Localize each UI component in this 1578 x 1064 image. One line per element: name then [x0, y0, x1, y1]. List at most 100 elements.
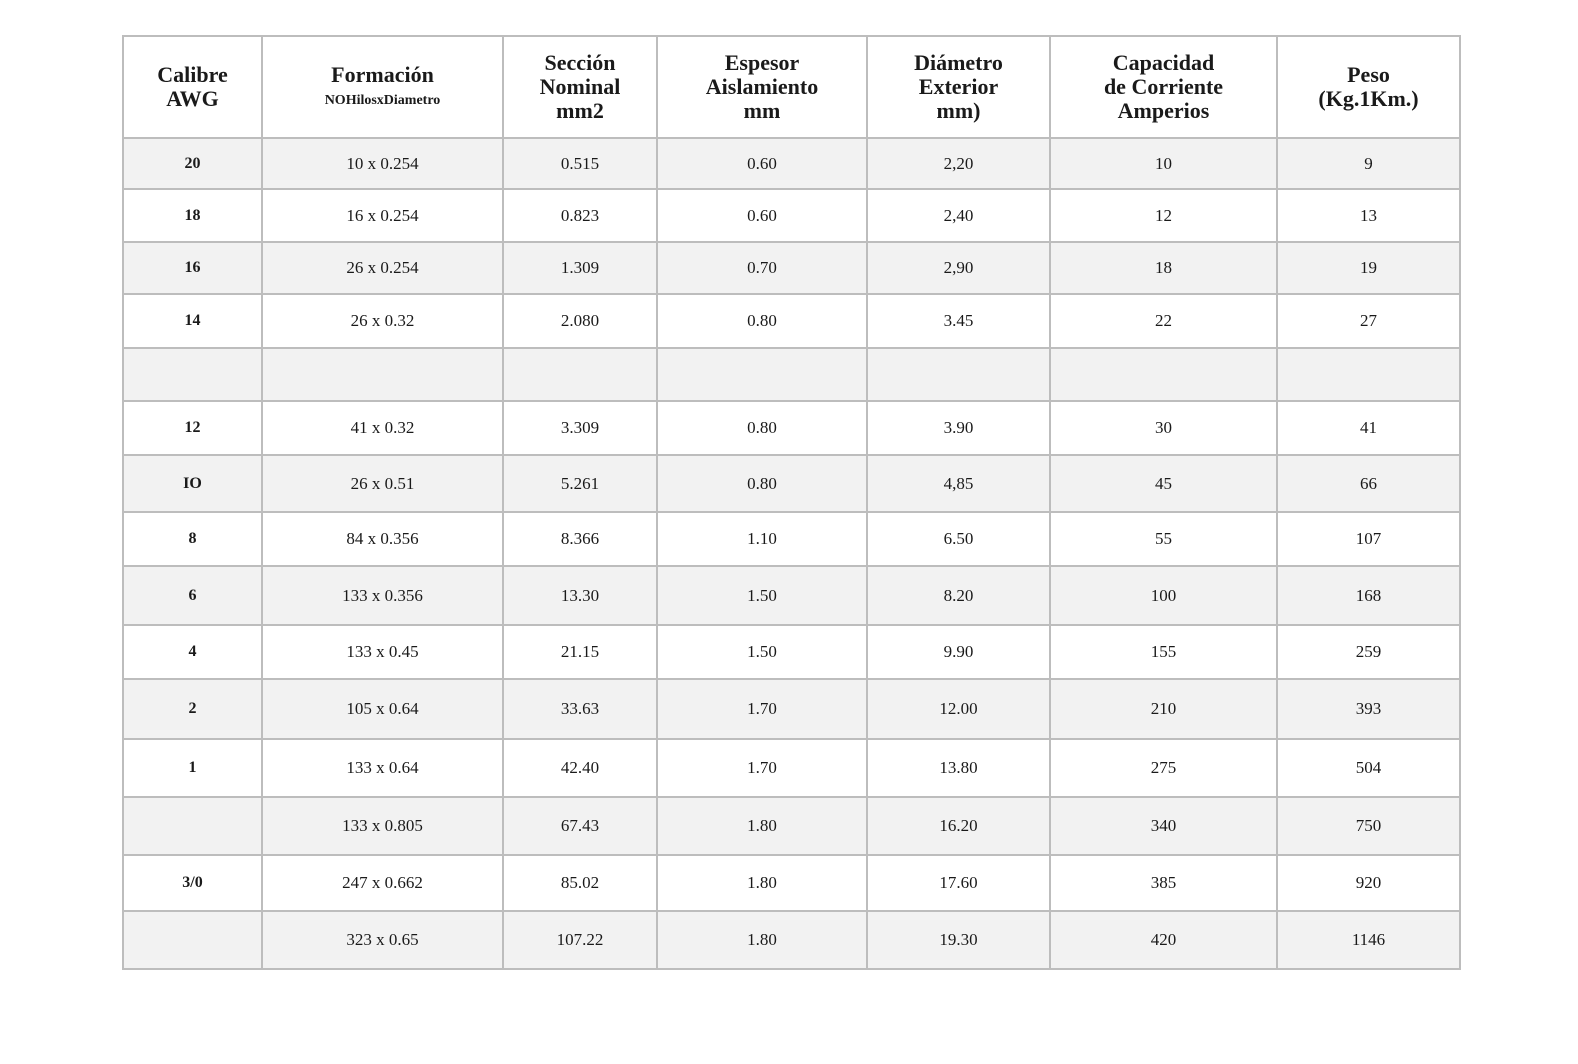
- formacion-cell: 41 x 0.32: [261, 400, 504, 456]
- capacidad-cell: 385: [1049, 854, 1278, 912]
- capacidad-cell: 155: [1049, 624, 1278, 680]
- table-row: 323 x 0.65 107.22 1.80 19.30 420 1146: [122, 910, 1461, 970]
- diametro-cell: 13.80: [866, 738, 1051, 798]
- formacion-cell: 26 x 0.254: [261, 241, 504, 295]
- espesor-cell: 1.70: [656, 678, 868, 740]
- espesor-cell: 0.60: [656, 188, 868, 243]
- espesor-cell: 1.80: [656, 796, 868, 856]
- table-row: 14 26 x 0.32 2.080 0.80 3.45 22 27: [122, 293, 1461, 349]
- diametro-cell: 19.30: [866, 910, 1051, 970]
- capacidad-cell: 18: [1049, 241, 1278, 295]
- diametro-cell: 12.00: [866, 678, 1051, 740]
- header-peso-line2: (Kg.1Km.): [1318, 86, 1419, 111]
- peso-cell: 66: [1276, 454, 1461, 513]
- table-row: 133 x 0.805 67.43 1.80 16.20 340 750: [122, 796, 1461, 856]
- header-formacion: Formación NOHilosxDiametro: [261, 35, 504, 139]
- table-body: 20 10 x 0.254 0.515 0.60 2,20 10 9 18 16 x 0.254…: [122, 137, 1461, 970]
- peso-cell: 920: [1276, 854, 1461, 912]
- calibre-cell: [122, 910, 263, 970]
- seccion-cell: 0.515: [502, 137, 658, 190]
- table-row: IO 26 x 0.51 5.261 0.80 4,85 45 66: [122, 454, 1461, 513]
- diametro-cell: 3.45: [866, 293, 1051, 349]
- seccion-cell: 3.309: [502, 400, 658, 456]
- capacidad-cell: 10: [1049, 137, 1278, 190]
- calibre-cell: 6: [122, 565, 263, 626]
- header-capacidad-line1: Capacidad: [1112, 50, 1215, 75]
- capacidad-cell: 45: [1049, 454, 1278, 513]
- header-diametro-line2: Exterior: [918, 74, 999, 99]
- calibre-cell: 1: [122, 738, 263, 798]
- seccion-cell: [502, 347, 658, 402]
- peso-cell: 19: [1276, 241, 1461, 295]
- calibre-cell: 16: [122, 241, 263, 295]
- table-row: 12 41 x 0.32 3.309 0.80 3.90 30 41: [122, 400, 1461, 456]
- capacidad-cell: [1049, 347, 1278, 402]
- header-espesor-line3: mm: [743, 98, 781, 123]
- capacidad-cell: 30: [1049, 400, 1278, 456]
- diametro-cell: 8.20: [866, 565, 1051, 626]
- table-row: 16 26 x 0.254 1.309 0.70 2,90 18 19: [122, 241, 1461, 295]
- peso-cell: 168: [1276, 565, 1461, 626]
- espesor-cell: 1.80: [656, 910, 868, 970]
- header-seccion-line2: Nominal: [539, 74, 621, 99]
- table-row: [122, 347, 1461, 402]
- table-row: 2 105 x 0.64 33.63 1.70 12.00 210 393: [122, 678, 1461, 740]
- diametro-cell: 16.20: [866, 796, 1051, 856]
- formacion-cell: 84 x 0.356: [261, 511, 504, 567]
- header-capacidad-line3: Amperios: [1117, 98, 1210, 123]
- peso-cell: 9: [1276, 137, 1461, 190]
- calibre-cell: IO: [122, 454, 263, 513]
- peso-cell: 259: [1276, 624, 1461, 680]
- diametro-cell: 3.90: [866, 400, 1051, 456]
- peso-cell: [1276, 347, 1461, 402]
- header-formacion-line1: Formación: [331, 62, 434, 87]
- formacion-cell: 105 x 0.64: [261, 678, 504, 740]
- formacion-cell: 323 x 0.65: [261, 910, 504, 970]
- espesor-cell: 0.60: [656, 137, 868, 190]
- seccion-cell: 0.823: [502, 188, 658, 243]
- formacion-cell: 26 x 0.32: [261, 293, 504, 349]
- espesor-cell: 0.80: [656, 400, 868, 456]
- peso-cell: 41: [1276, 400, 1461, 456]
- calibre-cell: [122, 347, 263, 402]
- header-capacidad-line2: de Corriente: [1103, 74, 1224, 99]
- peso-cell: 1146: [1276, 910, 1461, 970]
- calibre-cell: 8: [122, 511, 263, 567]
- peso-cell: 504: [1276, 738, 1461, 798]
- header-calibre-line1: Calibre: [157, 62, 228, 87]
- espesor-cell: 1.70: [656, 738, 868, 798]
- header-seccion-line3: mm2: [556, 98, 604, 123]
- espesor-cell: 1.50: [656, 565, 868, 626]
- diametro-cell: 6.50: [866, 511, 1051, 567]
- formacion-cell: 133 x 0.64: [261, 738, 504, 798]
- table-row: 20 10 x 0.254 0.515 0.60 2,20 10 9: [122, 137, 1461, 190]
- seccion-cell: 67.43: [502, 796, 658, 856]
- espesor-cell: 1.10: [656, 511, 868, 567]
- calibre-cell: 4: [122, 624, 263, 680]
- calibre-cell: 3/0: [122, 854, 263, 912]
- diametro-cell: [866, 347, 1051, 402]
- formacion-cell: [261, 347, 504, 402]
- cable-spec-table: Calibre AWG Formación NOHilosxDiametro S…: [122, 35, 1461, 970]
- diametro-cell: 2,20: [866, 137, 1051, 190]
- header-espesor-line1: Espesor: [724, 50, 800, 75]
- table-row: 8 84 x 0.356 8.366 1.10 6.50 55 107: [122, 511, 1461, 567]
- table-row: 1 133 x 0.64 42.40 1.70 13.80 275 504: [122, 738, 1461, 798]
- seccion-cell: 2.080: [502, 293, 658, 349]
- capacidad-cell: 275: [1049, 738, 1278, 798]
- calibre-cell: 12: [122, 400, 263, 456]
- espesor-cell: [656, 347, 868, 402]
- diametro-cell: 4,85: [866, 454, 1051, 513]
- formacion-cell: 26 x 0.51: [261, 454, 504, 513]
- seccion-cell: 5.261: [502, 454, 658, 513]
- espesor-cell: 1.50: [656, 624, 868, 680]
- peso-cell: 13: [1276, 188, 1461, 243]
- capacidad-cell: 420: [1049, 910, 1278, 970]
- seccion-cell: 8.366: [502, 511, 658, 567]
- seccion-cell: 13.30: [502, 565, 658, 626]
- formacion-cell: 16 x 0.254: [261, 188, 504, 243]
- diametro-cell: 2,40: [866, 188, 1051, 243]
- header-calibre-line2: AWG: [166, 86, 219, 111]
- header-diametro: Diámetro Exterior mm): [866, 35, 1051, 139]
- espesor-cell: 1.80: [656, 854, 868, 912]
